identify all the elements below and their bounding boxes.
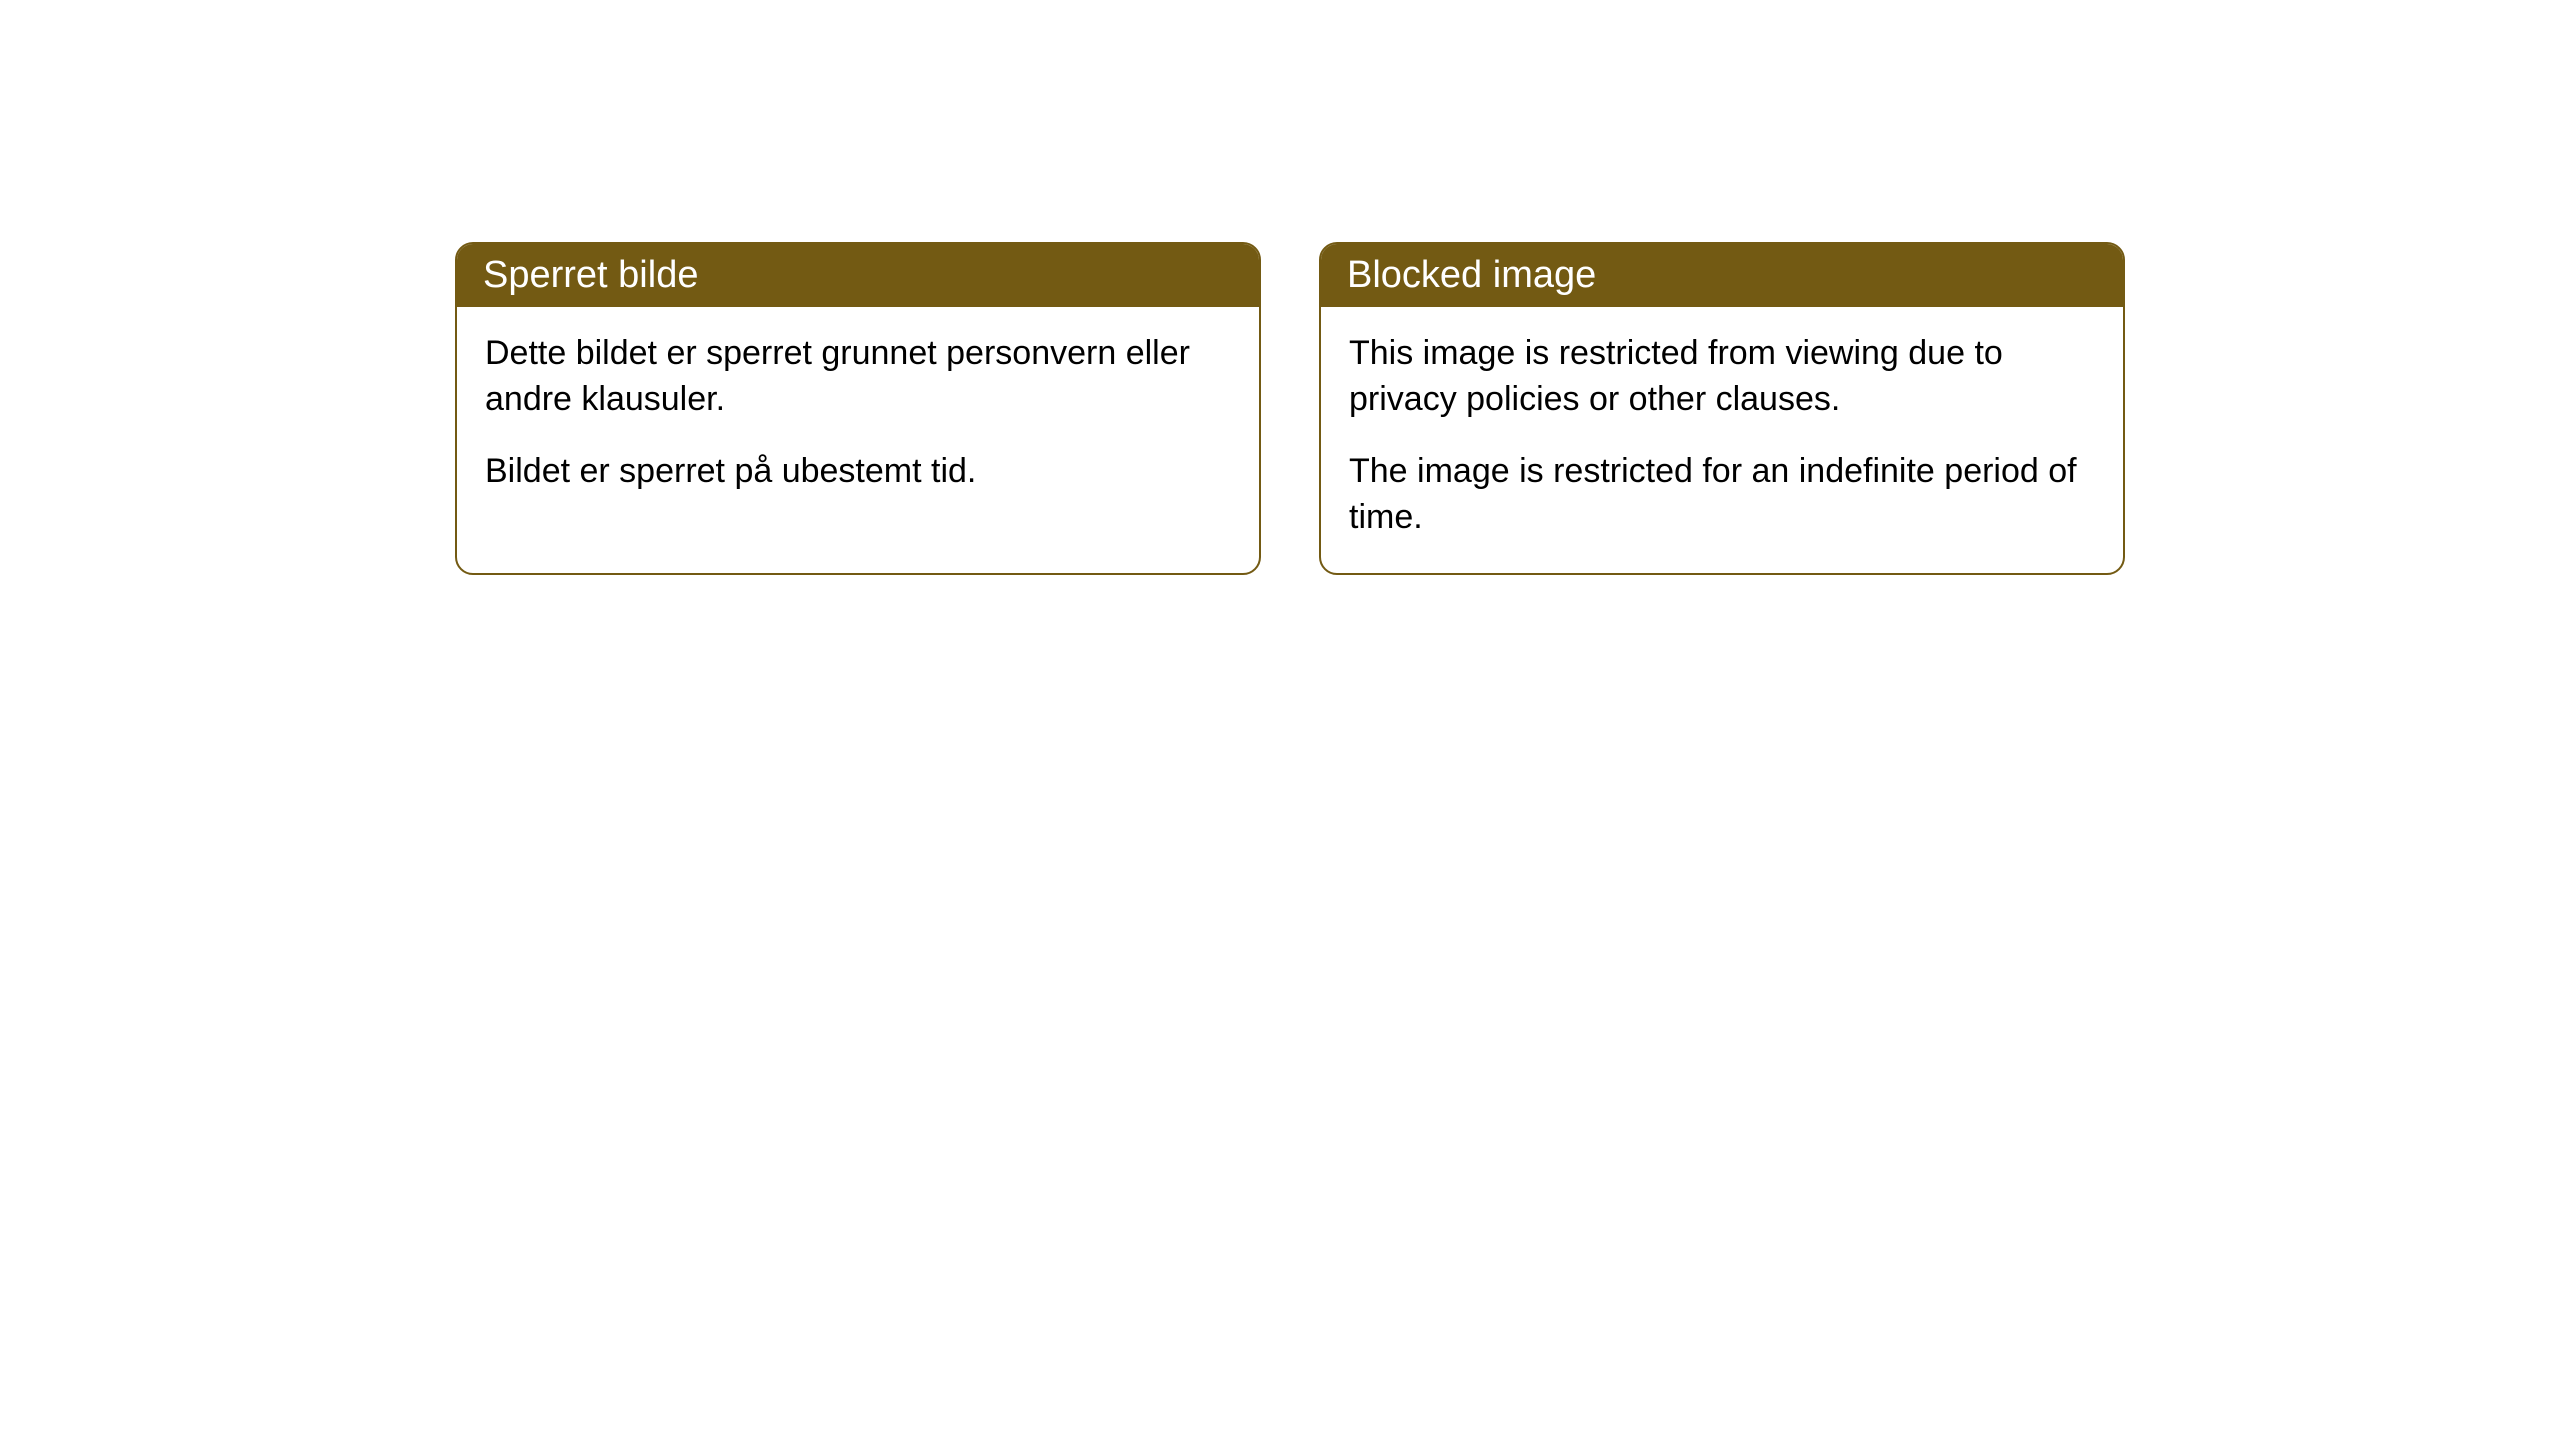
card-paragraph-2-en: The image is restricted for an indefinit… [1349,449,2095,541]
blocked-image-card-en: Blocked image This image is restricted f… [1319,242,2125,575]
card-paragraph-1-en: This image is restricted from viewing du… [1349,331,2095,423]
blocked-image-card-no: Sperret bilde Dette bildet er sperret gr… [455,242,1261,575]
card-body-en: This image is restricted from viewing du… [1321,307,2123,573]
card-paragraph-1-no: Dette bildet er sperret grunnet personve… [485,331,1231,423]
card-header-no: Sperret bilde [457,244,1259,307]
cards-container: Sperret bilde Dette bildet er sperret gr… [455,242,2125,575]
card-header-en: Blocked image [1321,244,2123,307]
card-paragraph-2-no: Bildet er sperret på ubestemt tid. [485,449,1231,495]
card-body-no: Dette bildet er sperret grunnet personve… [457,307,1259,527]
